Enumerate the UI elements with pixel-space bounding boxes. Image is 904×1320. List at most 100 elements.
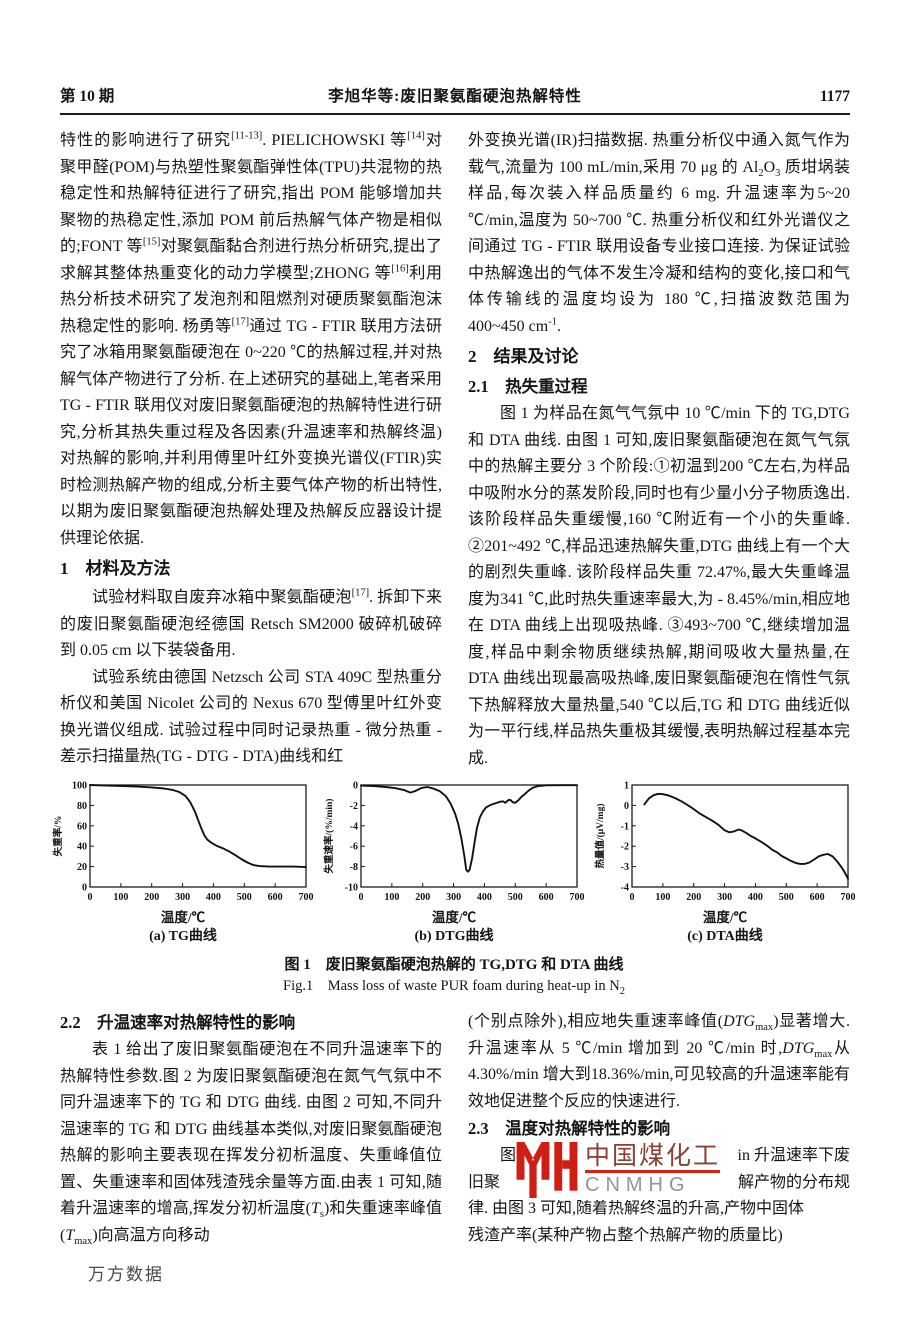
svg-text:0: 0 [88, 892, 93, 903]
paragraph: 试验材料取自废弃冰箱中聚氨酯硬泡[17]. 拆卸下来的废旧聚氨酯硬泡经德国 Re… [60, 587, 442, 659]
cnmhg-watermark: 中国煤化工 CNMHG [516, 1140, 732, 1200]
svg-text:400: 400 [206, 892, 221, 903]
paragraph-line: 旧聚 解产物的分布规 [468, 1170, 850, 1197]
svg-text:700: 700 [570, 892, 585, 903]
svg-text:300: 300 [175, 892, 190, 903]
svg-text:400: 400 [477, 892, 492, 903]
cnmhg-title: 中国煤化工 [585, 1143, 721, 1173]
svg-text:200: 200 [686, 892, 701, 903]
bottom-columns: 2.2 升温速率对热解特性的影响 表 1 给出了废旧聚氨酯硬泡在不同升温速率下的… [60, 1009, 850, 1249]
svg-text:0: 0 [353, 781, 358, 792]
svg-text:300: 300 [446, 892, 461, 903]
svg-text:500: 500 [779, 892, 794, 903]
svg-text:200: 200 [415, 892, 430, 903]
svg-text:200: 200 [144, 892, 159, 903]
section-heading-2: 2 结果及讨论 [468, 347, 579, 366]
section-heading-1: 1 材料及方法 [60, 559, 171, 578]
svg-text:300: 300 [717, 892, 732, 903]
figure-1-caption-zh: 图 1 废旧聚氨酯硬泡热解的 TG,DTG 和 DTA 曲线 [284, 957, 624, 973]
figure-1-caption: 图 1 废旧聚氨酯硬泡热解的 TG,DTG 和 DTA 曲线 Fig.1 Mas… [52, 954, 856, 997]
svg-text:-3: -3 [621, 862, 629, 873]
figure-1: 0 100 200 300 400 500 600 700 0 20 40 60 80 100 失重率/% … [52, 778, 856, 997]
header-issue: 第 10 期 [60, 88, 115, 105]
svg-text:-4: -4 [350, 821, 358, 832]
tg-chart-caption: (a) TG曲线 [149, 929, 217, 944]
svg-text:失重率/%: 失重率/% [52, 816, 64, 857]
svg-text:1: 1 [624, 781, 629, 792]
paragraph-fragment: 旧聚 [468, 1173, 501, 1191]
tg-chart-plot: 0 100 200 300 400 500 600 700 0 20 40 60 80 100 失重率/% [52, 778, 314, 909]
header-page-number: 1177 [819, 88, 850, 105]
svg-text:600: 600 [810, 892, 825, 903]
cnmhg-logo-icon [516, 1142, 578, 1198]
svg-text:-2: -2 [621, 842, 629, 853]
paragraph: 试验系统由德国 Netzsch 公司 STA 409C 型热重分析仪和美国 Ni… [60, 668, 442, 766]
svg-text:-2: -2 [350, 801, 358, 812]
svg-text:-6: -6 [350, 842, 358, 853]
tg-x-axis-label: 温度/℃ [160, 910, 206, 925]
watermarked-paragraph: 图 in 升温速率下废 旧聚 解产物的分布规 律. 由图 3 可知,随着热解终温… [468, 1140, 850, 1249]
svg-text:-4: -4 [621, 883, 629, 894]
subsection-heading-2-2: 2.2 升温速率对热解特性的影响 [60, 1013, 296, 1032]
svg-text:500: 500 [237, 892, 252, 903]
left-column-top: 特性的影响进行了研究[11-13]. PIELICHOWSKI 等[14]对聚甲… [60, 128, 442, 772]
wanfang-data-mark: 万方数据 [88, 1265, 164, 1284]
paragraph: 外变换光谱(IR)扫描数据. 热重分析仪中通入氮气作为载气,流量为 100 mL… [468, 132, 850, 335]
cnmhg-subtitle: CNMHG [585, 1174, 691, 1196]
dtg-chart: 0 100 200 300 400 500 600 700 0 -2 -4 -6 -8 -10 失重速率/(… [323, 778, 585, 946]
svg-text:100: 100 [113, 892, 128, 903]
svg-text:100: 100 [72, 781, 87, 792]
paragraph-fragment: 解产物的分布规 [737, 1173, 850, 1191]
paragraph-line: 图 in 升温速率下废 [468, 1143, 850, 1170]
svg-text:失重速率/(%/min): 失重速率/(%/min) [323, 799, 335, 874]
chart-canvas: 0 100 200 300 400 500 600 700 0 -2 -4 -6 -8 -10 失重速率/(… [323, 781, 585, 904]
svg-text:0: 0 [359, 892, 364, 903]
svg-text:600: 600 [268, 892, 283, 903]
dtg-chart-plot: 0 100 200 300 400 500 600 700 0 -2 -4 -6 -8 -10 失重速率/(… [323, 778, 585, 909]
svg-text:600: 600 [539, 892, 554, 903]
dta-x-axis-label: 温度/℃ [702, 910, 748, 925]
right-column-top: 外变换光谱(IR)扫描数据. 热重分析仪中通入氮气作为载气,流量为 100 mL… [468, 128, 850, 772]
cnmhg-watermark-text: 中国煤化工 CNMHG [585, 1143, 721, 1197]
paragraph: 表 1 给出了废旧聚氨酯硬泡在不同升温速率下的热解特性参数.图 2 为废旧聚氨酯… [60, 1041, 442, 1247]
dta-chart-caption: (c) DTA曲线 [687, 929, 763, 944]
dtg-x-axis-label: 温度/℃ [431, 910, 477, 925]
svg-text:60: 60 [77, 821, 87, 832]
subsection-heading-2-3: 2.3 温度对热解特性的影响 [468, 1119, 671, 1138]
left-column-bottom: 2.2 升温速率对热解特性的影响 表 1 给出了废旧聚氨酯硬泡在不同升温速率下的… [60, 1009, 442, 1249]
dta-chart-plot: 0 100 200 300 400 500 600 700 1 0 -1 -2 -3 -4 热量值/(μV/… [594, 778, 856, 909]
svg-text:热量值/(μV/mg): 热量值/(μV/mg) [594, 803, 606, 868]
paragraph: 特性的影响进行了研究[11-13]. PIELICHOWSKI 等[14]对聚甲… [60, 130, 442, 547]
paragraph-fragment: 图 [500, 1147, 517, 1164]
svg-text:700: 700 [841, 892, 856, 903]
header-running-title: 李旭华等:废旧聚氨酯硬泡热解特性 [328, 88, 582, 105]
right-column-bottom: (个别点除外),相应地失重速率峰值(DTGmax)显著增大. 升温速率从 5 ℃… [468, 1009, 850, 1249]
paragraph: 律. 由图 3 可知,随着热解终温的升高,产物中固体 [468, 1200, 805, 1217]
svg-text:500: 500 [508, 892, 523, 903]
svg-text:-10: -10 [345, 883, 358, 894]
tg-chart: 0 100 200 300 400 500 600 700 0 20 40 60 80 100 失重率/% … [52, 778, 314, 946]
svg-text:0: 0 [624, 801, 629, 812]
svg-text:-1: -1 [621, 821, 629, 832]
figure-1-caption-en: Fig.1 Mass loss of waste PUR foam during… [283, 978, 625, 997]
dta-chart: 0 100 200 300 400 500 600 700 1 0 -1 -2 -3 -4 热量值/(μV/… [594, 778, 856, 946]
svg-text:0: 0 [630, 892, 635, 903]
svg-text:100: 100 [655, 892, 670, 903]
svg-text:0: 0 [82, 883, 87, 894]
paragraph: 残渣产率(某种产物占整个热解产物的质量比) [468, 1226, 783, 1244]
svg-text:400: 400 [748, 892, 763, 903]
dtg-chart-caption: (b) DTG曲线 [414, 929, 494, 944]
svg-text:40: 40 [77, 842, 87, 853]
figure-1-charts: 0 100 200 300 400 500 600 700 0 20 40 60 80 100 失重率/% … [52, 778, 856, 946]
paragraph-fragment: in 升温速率下废 [737, 1147, 850, 1164]
page-header: 第 10 期 李旭华等:废旧聚氨酯硬泡热解特性 1177 [60, 84, 850, 115]
paragraph: 图 1 为样品在氮气气氛中 10 ℃/min 下的 TG,DTG 和 DTA 曲… [468, 405, 850, 767]
subsection-heading-2-1: 2.1 热失重过程 [468, 377, 588, 396]
svg-text:100: 100 [384, 892, 399, 903]
svg-text:20: 20 [77, 862, 87, 873]
top-columns: 特性的影响进行了研究[11-13]. PIELICHOWSKI 等[14]对聚甲… [60, 128, 850, 772]
chart-canvas: 0 100 200 300 400 500 600 700 1 0 -1 -2 -3 -4 热量值/(μV/… [594, 781, 856, 904]
svg-text:80: 80 [77, 801, 87, 812]
svg-text:-8: -8 [350, 862, 358, 873]
